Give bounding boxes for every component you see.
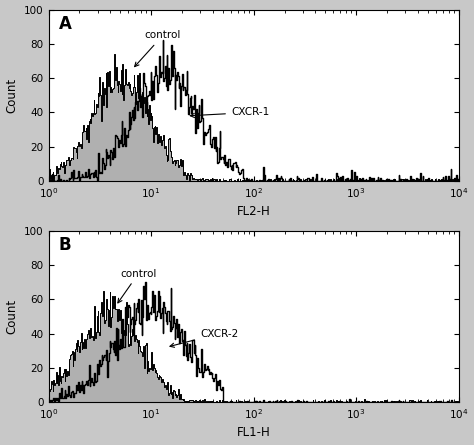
Y-axis label: Count: Count <box>6 78 18 113</box>
Text: B: B <box>59 236 72 254</box>
X-axis label: FL1-H: FL1-H <box>237 426 271 440</box>
X-axis label: FL2-H: FL2-H <box>237 205 271 218</box>
Y-axis label: Count: Count <box>6 299 18 334</box>
Text: CXCR-2: CXCR-2 <box>170 328 238 347</box>
Text: CXCR-1: CXCR-1 <box>190 108 269 117</box>
Text: control: control <box>118 269 156 303</box>
Text: control: control <box>135 30 181 67</box>
Text: A: A <box>59 15 72 32</box>
